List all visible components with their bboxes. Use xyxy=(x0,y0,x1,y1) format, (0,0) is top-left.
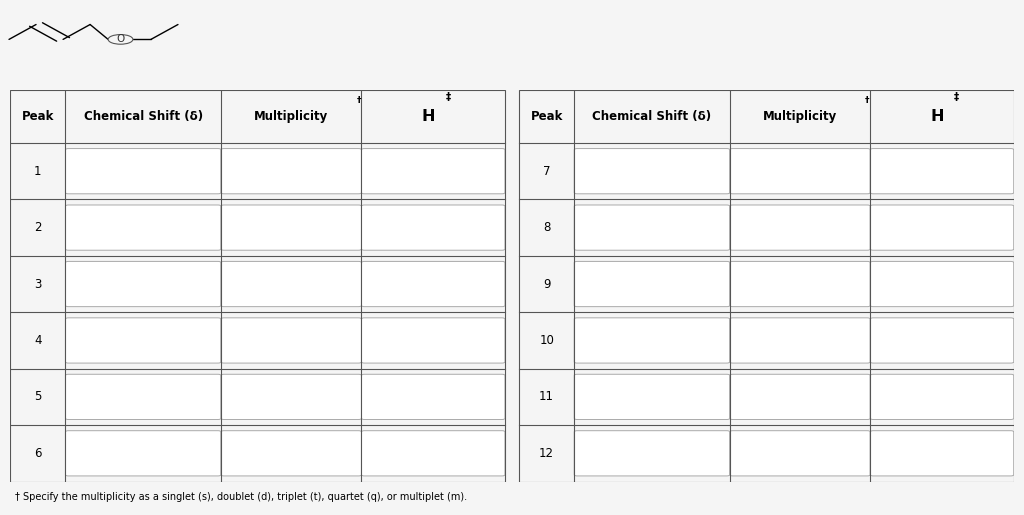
FancyBboxPatch shape xyxy=(221,205,361,250)
FancyBboxPatch shape xyxy=(361,205,505,250)
Text: 4: 4 xyxy=(34,334,42,347)
FancyBboxPatch shape xyxy=(870,148,1014,194)
Text: H: H xyxy=(422,109,435,124)
Bar xyxy=(519,90,1014,482)
FancyBboxPatch shape xyxy=(221,431,361,476)
Circle shape xyxy=(109,35,133,44)
FancyBboxPatch shape xyxy=(574,205,730,250)
Text: H: H xyxy=(930,109,944,124)
Text: Chemical Shift (δ): Chemical Shift (δ) xyxy=(593,110,712,123)
FancyBboxPatch shape xyxy=(730,374,870,420)
Text: 10: 10 xyxy=(540,334,554,347)
Text: Chemical Shift (δ): Chemical Shift (δ) xyxy=(84,110,203,123)
Text: 9: 9 xyxy=(543,278,550,290)
FancyBboxPatch shape xyxy=(730,148,870,194)
FancyBboxPatch shape xyxy=(870,318,1014,363)
Text: ‡: ‡ xyxy=(445,92,451,102)
Text: 3: 3 xyxy=(34,278,42,290)
FancyBboxPatch shape xyxy=(221,318,361,363)
FancyBboxPatch shape xyxy=(574,262,730,306)
FancyBboxPatch shape xyxy=(221,374,361,420)
Text: 5: 5 xyxy=(34,390,42,403)
Text: O: O xyxy=(117,35,125,44)
Text: † Specify the multiplicity as a singlet (s), doublet (d), triplet (t), quartet (: † Specify the multiplicity as a singlet … xyxy=(15,492,467,502)
FancyBboxPatch shape xyxy=(730,431,870,476)
FancyBboxPatch shape xyxy=(361,262,505,306)
Text: 11: 11 xyxy=(539,390,554,403)
FancyBboxPatch shape xyxy=(221,148,361,194)
FancyBboxPatch shape xyxy=(66,262,221,306)
Text: Multiplicity: Multiplicity xyxy=(763,110,838,123)
Text: 12: 12 xyxy=(539,447,554,460)
FancyBboxPatch shape xyxy=(66,205,221,250)
Bar xyxy=(10,90,505,482)
Text: 7: 7 xyxy=(543,165,550,178)
FancyBboxPatch shape xyxy=(730,318,870,363)
FancyBboxPatch shape xyxy=(361,318,505,363)
Text: 1: 1 xyxy=(34,165,42,178)
FancyBboxPatch shape xyxy=(574,148,730,194)
Text: 8: 8 xyxy=(543,221,550,234)
FancyBboxPatch shape xyxy=(66,431,221,476)
FancyBboxPatch shape xyxy=(66,374,221,420)
Text: Peak: Peak xyxy=(22,110,54,123)
Text: Multiplicity: Multiplicity xyxy=(254,110,329,123)
FancyBboxPatch shape xyxy=(66,148,221,194)
FancyBboxPatch shape xyxy=(574,374,730,420)
FancyBboxPatch shape xyxy=(574,431,730,476)
Text: ‡: ‡ xyxy=(954,92,959,102)
Text: †: † xyxy=(865,96,869,106)
FancyBboxPatch shape xyxy=(361,431,505,476)
FancyBboxPatch shape xyxy=(730,205,870,250)
FancyBboxPatch shape xyxy=(361,148,505,194)
FancyBboxPatch shape xyxy=(361,374,505,420)
FancyBboxPatch shape xyxy=(870,431,1014,476)
FancyBboxPatch shape xyxy=(730,262,870,306)
FancyBboxPatch shape xyxy=(870,205,1014,250)
FancyBboxPatch shape xyxy=(870,262,1014,306)
Text: Peak: Peak xyxy=(530,110,563,123)
FancyBboxPatch shape xyxy=(221,262,361,306)
FancyBboxPatch shape xyxy=(66,318,221,363)
Text: †: † xyxy=(356,96,360,106)
Text: 6: 6 xyxy=(34,447,42,460)
FancyBboxPatch shape xyxy=(870,374,1014,420)
Text: 2: 2 xyxy=(34,221,42,234)
FancyBboxPatch shape xyxy=(574,318,730,363)
